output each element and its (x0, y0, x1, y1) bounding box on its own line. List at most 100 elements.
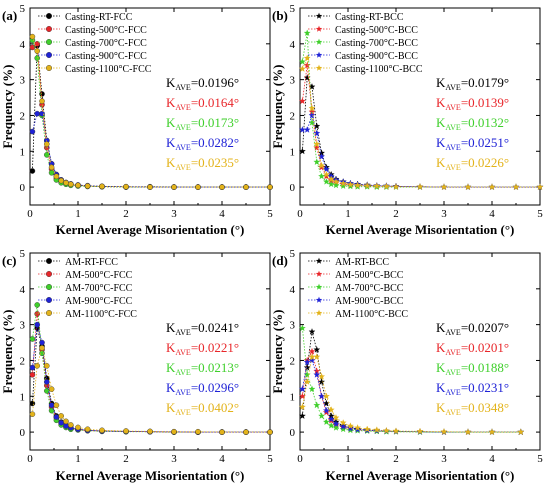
kave-symbol: K (166, 75, 176, 90)
data-point (339, 179, 347, 187)
data-point (339, 419, 347, 426)
data-point (147, 428, 153, 435)
kave-symbol: K (436, 400, 446, 415)
x-axis-label: Kernel Average Misorientation (°) (326, 222, 515, 237)
data-point (392, 427, 400, 434)
kave-subscript: AVE (175, 368, 191, 377)
kave-annotation: KAVE=0.0235° (166, 155, 239, 172)
kave-subscript: AVE (445, 388, 461, 397)
kave-annotation: KAVE=0.0231° (436, 380, 509, 397)
data-point (382, 427, 390, 434)
data-point (303, 378, 311, 385)
x-tick-label: 4 (219, 208, 225, 220)
legend-marker (315, 309, 323, 316)
legend-label: AM-1100°C-BCC (335, 309, 408, 320)
data-point (34, 55, 41, 61)
legend-label: AM-900°C-BCC (335, 296, 404, 307)
kave-annotation: KAVE=0.0402° (166, 400, 239, 417)
y-tick-label: 4 (290, 39, 296, 51)
series-line-4 (302, 359, 521, 433)
x-tick-label: 1 (75, 453, 81, 465)
y-tick-label: 0 (20, 182, 26, 194)
data-point (517, 428, 525, 436)
data-point (322, 406, 330, 414)
kave-subscript: AVE (445, 143, 461, 152)
y-tick-label: 4 (20, 284, 26, 296)
x-tick-label: 3 (441, 453, 447, 465)
x-tick-label: 4 (219, 453, 225, 465)
legend-marker (46, 258, 53, 265)
data-point (298, 97, 306, 105)
series-line-3 (302, 328, 521, 433)
data-point (332, 414, 340, 421)
data-point (53, 402, 60, 409)
data-point (303, 29, 311, 37)
kave-symbol: K (436, 380, 446, 395)
y-tick-label: 3 (290, 320, 296, 332)
data-point (84, 183, 91, 189)
legend-marker (46, 297, 53, 304)
x-tick-label: 5 (537, 208, 543, 220)
x-tick-label: 5 (537, 453, 543, 465)
y-tick-label: 1 (20, 391, 26, 403)
data-point (373, 426, 381, 433)
legend-label: AM-1100°C-FCC (65, 309, 137, 320)
data-point (303, 126, 311, 133)
legend-marker (46, 12, 53, 19)
data-point (339, 182, 347, 189)
data-point (464, 183, 472, 191)
kave-subscript: AVE (175, 348, 191, 357)
data-point (123, 183, 129, 190)
legend-marker (315, 12, 323, 19)
x-tick-label: 2 (393, 453, 399, 465)
data-point (346, 422, 354, 429)
data-point (354, 181, 362, 189)
data-point (303, 61, 311, 69)
data-point (332, 424, 340, 431)
data-point (373, 182, 381, 189)
data-point (327, 422, 335, 429)
data-point (29, 128, 36, 135)
data-point (44, 379, 50, 385)
data-point (34, 302, 41, 308)
chart-panel-2: 0 1 2 3 4 5 0 1 2 3 4 5 Kernel Average Misorientatio… (270, 3, 544, 237)
y-axis-label: Frequency (%) (0, 310, 15, 394)
data-point (303, 358, 311, 366)
kave-value: =0.0207° (461, 320, 509, 335)
kave-symbol: K (436, 75, 446, 90)
x-tick-label: 3 (441, 208, 447, 220)
kave-symbol: K (436, 135, 446, 150)
legend-label: Casting-RT-FCC (65, 12, 133, 23)
data-point (303, 363, 311, 371)
y-tick-label: 1 (290, 146, 296, 158)
kave-subscript: AVE (445, 328, 461, 337)
data-point (322, 165, 330, 173)
data-point (313, 129, 321, 137)
kave-value: =0.0231° (461, 380, 509, 395)
panel-label: (a) (2, 8, 17, 23)
kave-symbol: K (436, 95, 446, 110)
kave-value: =0.0132° (461, 115, 509, 130)
data-point (313, 371, 321, 378)
data-point (392, 183, 400, 190)
y-axis-label: Frequency (%) (270, 65, 285, 149)
data-point (298, 65, 306, 72)
kave-value: =0.0139° (461, 95, 509, 110)
kave-symbol: K (166, 155, 176, 170)
data-point (34, 321, 41, 328)
legend-label: Casting-700°C-FCC (65, 38, 147, 49)
kave-symbol: K (166, 340, 176, 355)
legend-marker (315, 64, 323, 71)
data-point (58, 413, 65, 419)
x-tick-label: 5 (267, 208, 273, 220)
data-point (382, 182, 390, 190)
data-point (243, 184, 249, 190)
data-point (318, 392, 326, 400)
data-point (171, 428, 177, 435)
kave-symbol: K (166, 380, 176, 395)
data-point (318, 153, 326, 160)
legend-marker (315, 38, 323, 45)
legend-marker (315, 25, 323, 32)
data-point (298, 403, 306, 410)
kave-subscript: AVE (175, 408, 191, 417)
